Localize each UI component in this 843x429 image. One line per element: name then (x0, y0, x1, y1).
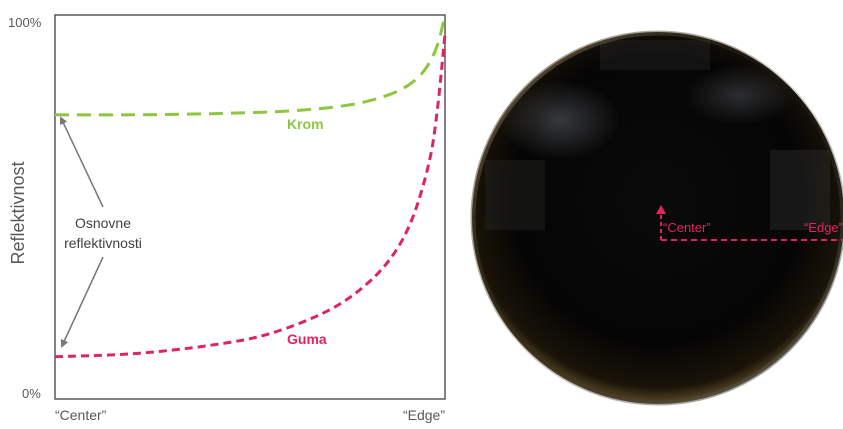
x-tick-label-edge: “Edge” (403, 407, 445, 423)
annotation-line-2: reflektivnosti (64, 235, 142, 251)
sphere-render (470, 30, 843, 406)
y-tick-label-min: 0% (22, 386, 41, 401)
annotation-line-1: Osnovne (75, 215, 131, 231)
series-label-krom: Krom (287, 116, 324, 132)
series-label-guma: Guma (287, 331, 327, 347)
series-line-guma (54, 34, 447, 359)
sphere-edge-label: “Edge” (804, 220, 843, 235)
annotation-arrow-up (59, 116, 104, 208)
plot-frame (54, 14, 446, 400)
sphere-center-arrow-head (656, 205, 666, 214)
y-axis-label: Reflektivnost (8, 161, 28, 264)
x-tick-label-center: “Center” (55, 407, 107, 423)
y-tick-label-max: 100% (8, 15, 42, 30)
series-line-krom (54, 14, 447, 117)
sphere-center-label: “Center” (663, 220, 711, 235)
annotation-arrow-down (60, 256, 104, 348)
